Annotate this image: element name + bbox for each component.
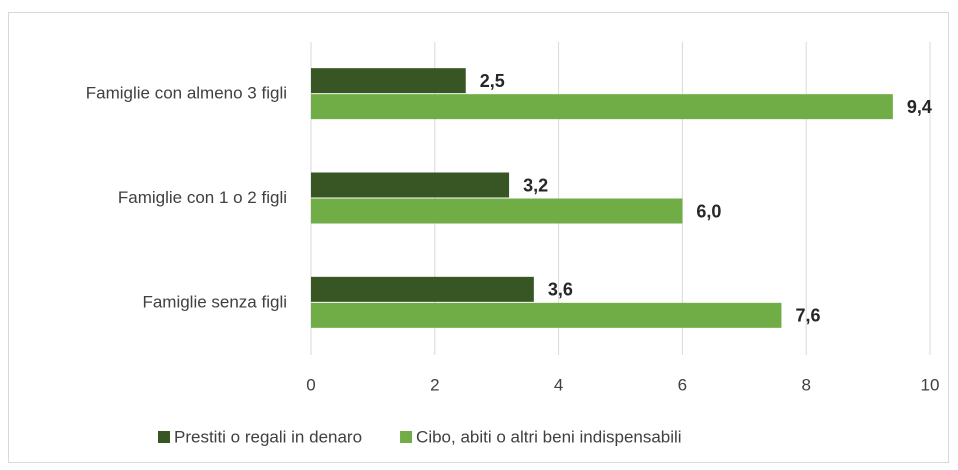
legend-label: Cibo, abiti o altri beni indispensabili xyxy=(416,427,682,446)
x-tick-label: 8 xyxy=(801,375,810,394)
legend-swatch xyxy=(158,431,170,443)
x-tick-label: 0 xyxy=(306,375,315,394)
y-tick-label: Famiglie con almeno 3 figli xyxy=(86,84,287,103)
y-tick-label: Famiglie con 1 o 2 figli xyxy=(118,188,287,207)
bar xyxy=(311,198,683,224)
x-tick-label: 10 xyxy=(921,375,940,394)
data-label: 9,4 xyxy=(907,97,932,117)
bar xyxy=(311,302,782,328)
data-label: 2,5 xyxy=(480,71,505,91)
y-tick-label: Famiglie senza figli xyxy=(142,292,287,311)
legend-swatch xyxy=(400,431,413,443)
bar xyxy=(311,94,893,120)
x-tick-label: 2 xyxy=(430,375,439,394)
bar xyxy=(311,172,510,198)
data-label: 3,2 xyxy=(523,175,548,195)
data-label: 7,6 xyxy=(795,306,820,326)
data-label: 3,6 xyxy=(548,280,573,300)
chart-frame xyxy=(8,12,949,463)
data-label: 6,0 xyxy=(696,201,721,221)
bar xyxy=(311,276,534,302)
x-tick-label: 6 xyxy=(678,375,687,394)
x-tick-label: 4 xyxy=(554,375,563,394)
bar xyxy=(311,68,466,94)
legend-label: Prestiti o regali in denaro xyxy=(174,427,362,446)
